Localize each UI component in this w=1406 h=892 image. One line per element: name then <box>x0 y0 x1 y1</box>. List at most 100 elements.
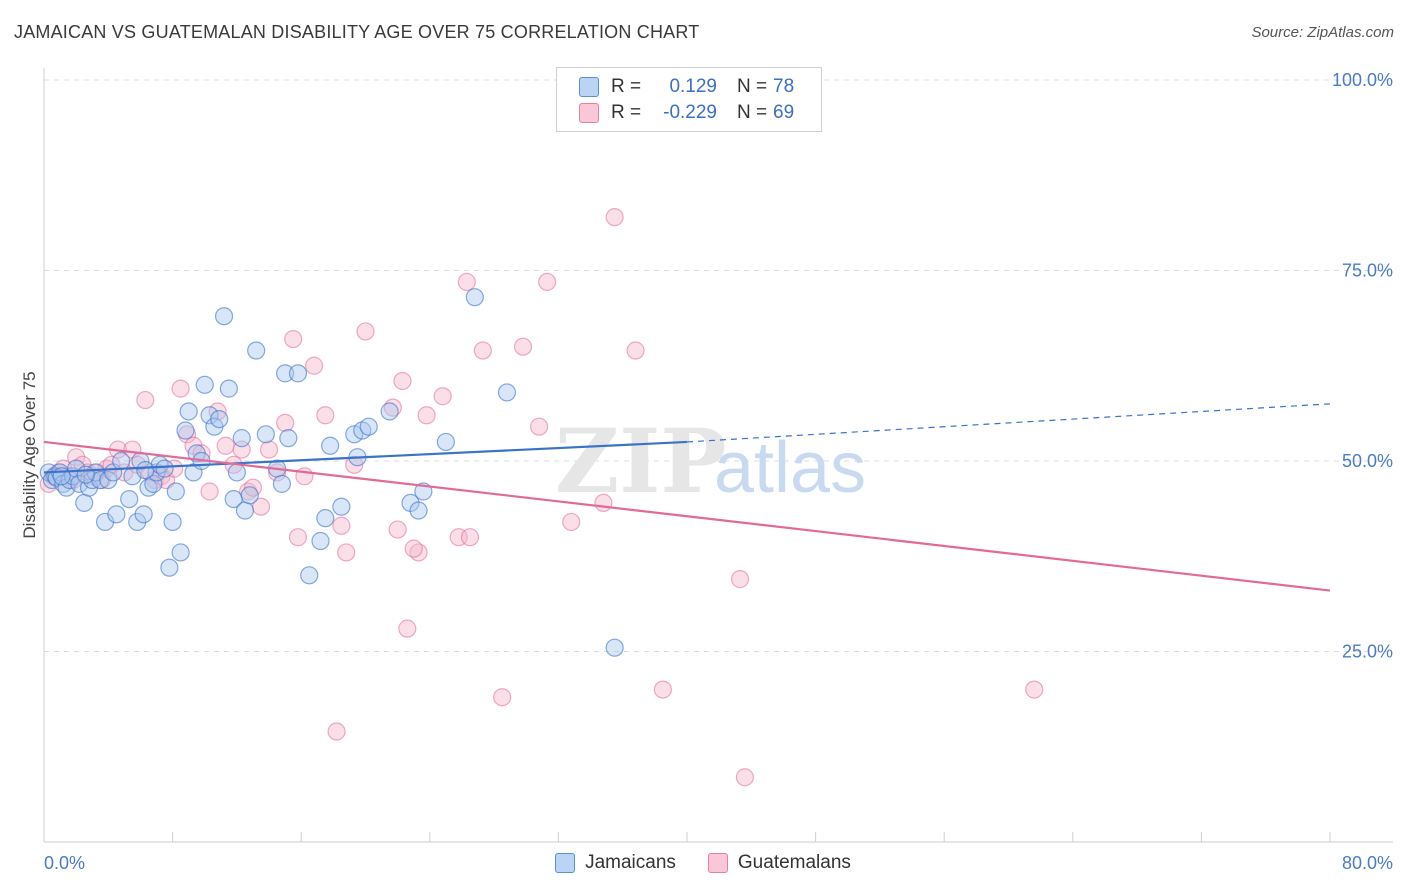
watermark: ZIP atlas <box>555 409 866 513</box>
jamaican-point <box>176 421 195 440</box>
guatemalan-point <box>200 482 219 501</box>
guatemalan-point <box>136 390 155 410</box>
guatemalan-point <box>605 208 624 227</box>
jamaican-point <box>75 493 94 513</box>
legend-r-value: -0.229 <box>663 102 717 123</box>
bottom-legend-label: Guatemalans <box>737 852 851 873</box>
jamaican-point <box>214 307 234 326</box>
jamaican-point <box>128 512 147 532</box>
guatemalan-point <box>493 688 512 707</box>
jamaican-point <box>179 402 198 421</box>
jamaican-point <box>219 379 238 398</box>
guatemalan-point <box>276 413 295 432</box>
jamaican-point <box>134 505 153 524</box>
jamaican-point <box>321 436 340 455</box>
legend-r-label: R = <box>611 76 642 97</box>
jamaican-point <box>247 341 266 360</box>
bottom-legend-swatch-pink <box>707 853 728 873</box>
guatemalan-point <box>288 528 308 547</box>
jamaican-point <box>279 429 298 448</box>
guatemalan-point <box>259 440 279 459</box>
source-label: Source: ZipAtlas.com <box>1251 24 1394 41</box>
guatemalan-point <box>460 528 480 547</box>
guatemalan-point <box>404 539 423 558</box>
jamaican-point <box>276 364 295 383</box>
jamaican-point <box>232 429 251 448</box>
chart-title: JAMAICAN VS GUATEMALAN DISABILITY AGE OV… <box>14 22 700 42</box>
axes <box>43 68 1393 843</box>
jamaicans-points <box>39 288 624 657</box>
jamaican-point <box>227 463 246 482</box>
grid-lines <box>44 79 1393 652</box>
jamaican-point <box>436 432 455 452</box>
jamaican-point <box>465 288 484 307</box>
guatemalan-point <box>356 322 375 341</box>
tick-labels: 100.0% 75.0% 50.0% 25.0% 0.0% 80.0% <box>44 70 1393 873</box>
jamaican-point <box>235 501 255 520</box>
bottom-legend-swatch-blue <box>555 853 576 873</box>
guatemalan-point <box>304 356 324 375</box>
bottom-legend: Jamaicans Guatemalans <box>0 852 1406 874</box>
jamaican-point <box>136 461 155 480</box>
jamaican-point <box>359 417 378 436</box>
guatemalan-point <box>653 680 672 699</box>
jamaican-point <box>120 490 139 509</box>
jamaican-point <box>210 409 229 429</box>
jamaican-point <box>300 566 319 585</box>
guatemalan-point <box>393 371 412 391</box>
x-tick-label: 80.0% <box>1342 853 1393 873</box>
jamaican-point <box>160 558 179 577</box>
guatemalan-point <box>216 436 235 455</box>
jamaican-point <box>380 402 399 421</box>
bottom-legend-jamaicans: Jamaicans <box>555 852 676 874</box>
guatemalan-point <box>171 379 190 398</box>
jamaican-point <box>240 486 259 505</box>
guatemalan-point <box>735 768 754 787</box>
y-tick-label: 100.0% <box>1332 70 1393 90</box>
jamaican-point <box>497 383 517 402</box>
bottom-legend-guatemalans: Guatemalans <box>707 852 851 874</box>
guatemalan-point <box>417 406 436 425</box>
y-tick-label: 25.0% <box>1342 642 1393 662</box>
guatemalan-point <box>165 459 184 478</box>
guatemalan-point <box>730 570 750 589</box>
legend-n-value: 69 <box>773 102 795 123</box>
guatemalan-trend-line <box>43 440 1331 592</box>
jamaican-point <box>332 497 351 516</box>
legend: R = 0.129 N = 78 R = -0.229 N = 69 <box>556 67 822 132</box>
legend-r-label: R = <box>611 102 642 123</box>
guatemalan-point <box>433 387 452 406</box>
legend-r-value: 0.129 <box>669 76 717 97</box>
guatemalan-point <box>594 493 613 513</box>
guatemalan-point <box>337 543 356 562</box>
x-tick-label: 0.0% <box>44 853 85 873</box>
legend-n-label: N = <box>737 102 768 123</box>
jamaican-point <box>272 474 292 493</box>
guatemalan-point <box>513 337 533 356</box>
jamaican-point <box>316 509 335 528</box>
guatemalan-point <box>398 619 417 638</box>
guatemalan-point <box>538 272 557 292</box>
legend-row-jamaicans: R = 0.129 N = 78 <box>579 74 794 100</box>
watermark-atlas: atlas <box>714 428 866 508</box>
guatemalan-point <box>327 722 346 741</box>
trend-lines <box>43 403 1331 592</box>
guatemalan-point <box>626 341 645 360</box>
legend-swatch-pink <box>579 103 599 123</box>
jamaican-point <box>171 543 190 562</box>
jamaican-point <box>166 482 185 501</box>
jamaican-point <box>195 375 214 394</box>
jamaican-point <box>605 638 624 657</box>
jamaican-point <box>163 512 182 532</box>
jamaican-trend-line <box>43 440 688 474</box>
guatemalans-points <box>39 208 1044 787</box>
jamaican-point <box>155 459 174 478</box>
guatemalan-point <box>332 516 351 535</box>
jamaican-point <box>67 459 86 478</box>
legend-swatch-blue <box>579 77 599 97</box>
guatemalan-point <box>388 520 407 539</box>
jamaican-point <box>76 465 95 484</box>
bottom-legend-label: Jamaicans <box>585 852 676 873</box>
guatemalan-point <box>1025 680 1044 699</box>
